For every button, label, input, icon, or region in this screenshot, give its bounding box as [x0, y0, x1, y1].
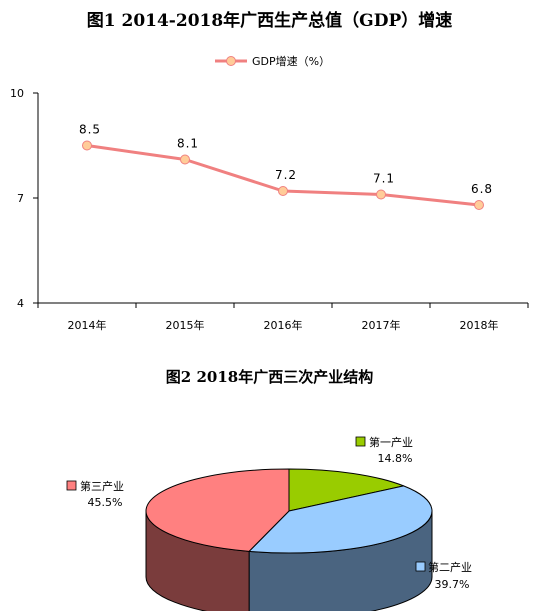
- slice-label-3: 第三产业: [80, 479, 124, 493]
- chart1-legend: GDP增速（%）: [215, 54, 330, 68]
- data-point: [474, 200, 484, 210]
- legend-swatch-2: [415, 561, 426, 572]
- pie-slice-3: [145, 468, 290, 552]
- pie-labels: 第一产业 14.8% 第二产业 39.7% 第三产业 45.5%: [66, 435, 472, 591]
- legend-label: GDP增速（%）: [252, 54, 330, 68]
- slice-label-2: 第二产业: [428, 560, 472, 574]
- chart1-title: 图1 2014-2018年广西生产总值（GDP）增速: [86, 11, 453, 31]
- x-tick-label: 2014年: [68, 318, 107, 332]
- data-label: 6.8: [471, 182, 493, 196]
- data-label: 8.5: [79, 123, 101, 137]
- slice-value-3: 45.5%: [88, 496, 123, 509]
- data-point: [180, 154, 190, 165]
- chart1-series: 8.5 8.1 7.2 7.1 6.8: [79, 123, 493, 210]
- data-label: 7.1: [373, 172, 395, 186]
- y-tick-label: 10: [10, 87, 24, 100]
- x-tick-label: 2015年: [166, 318, 205, 332]
- legend-swatch-1: [355, 436, 366, 447]
- chart1-x-ticks: 2014年 2015年 2016年 2017年 2018年: [37, 303, 529, 332]
- data-point: [376, 189, 386, 200]
- data-label: 8.1: [177, 137, 199, 151]
- data-point: [278, 186, 288, 196]
- slice-value-1: 14.8%: [378, 452, 413, 465]
- slice-label-1: 第一产业: [369, 435, 413, 449]
- chart1-y-ticks: 4 7 10: [10, 87, 38, 310]
- legend-swatch-3: [66, 480, 77, 491]
- y-tick-label: 4: [17, 297, 24, 310]
- legend-point-marker: [226, 56, 236, 66]
- x-tick-label: 2016年: [264, 318, 303, 332]
- data-label: 7.2: [275, 168, 297, 182]
- y-tick-label: 7: [17, 192, 24, 205]
- pie-slice-2: [248, 485, 433, 554]
- slice-value-2: 39.7%: [435, 578, 470, 591]
- pie-slice-1: [288, 468, 405, 512]
- x-tick-label: 2018年: [460, 318, 499, 332]
- pie-tops: [145, 468, 433, 554]
- pie-body: [145, 468, 433, 611]
- data-point: [82, 140, 92, 151]
- chart2-title: 图2 2018年广西三次产业结构: [165, 368, 374, 386]
- x-tick-label: 2017年: [362, 318, 401, 332]
